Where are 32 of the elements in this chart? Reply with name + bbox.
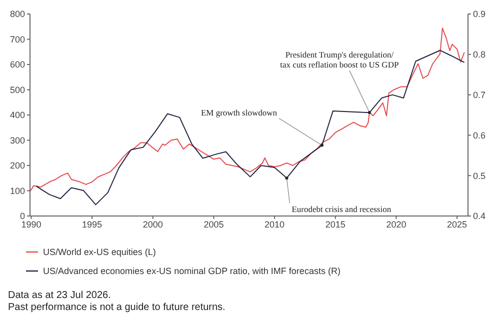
y2-tick-label: 0.8 — [473, 50, 486, 60]
x-tick-label: 2010 — [264, 219, 285, 230]
y-tick-label: 400 — [10, 110, 25, 120]
text: Data as at 23 Jul 2026. — [8, 290, 112, 302]
y-tick-label: 700 — [10, 34, 25, 44]
y2-tick-label: 0.6 — [473, 130, 486, 140]
y2-tick-label: 0.4 — [473, 211, 486, 222]
x-tick-label: 2025 — [447, 219, 468, 230]
x-tick-label: 1995 — [82, 219, 102, 230]
text: Past performance is not a guide to future returns. — [8, 302, 226, 314]
legend-label: US/World ex-US equities (L) — [43, 246, 156, 256]
annotation: EM growth slowdown — [200, 107, 278, 118]
annotation: Eurodebt crisis and recession — [292, 204, 392, 214]
x-tick-label: 1990 — [21, 219, 42, 230]
y-tick-label: 200 — [10, 160, 25, 171]
annotation: President Trump's deregulation/ tax cuts reflation boost to US GDP — [280, 49, 399, 70]
y2-tick-label: 0.5 — [473, 170, 486, 181]
y-tick-label: 300 — [10, 135, 25, 146]
line-series — [36, 50, 465, 206]
x-tick-label: 2015 — [325, 219, 346, 230]
x-tick-label: 2000 — [142, 219, 163, 230]
line-series — [30, 28, 465, 192]
y-tick-label: 0 — [20, 211, 25, 222]
y-tick-label: 500 — [10, 84, 25, 95]
y2-tick-label: 0.7 — [473, 90, 486, 100]
x-tick-label: 2005 — [204, 219, 224, 230]
y-tick-label: 100 — [10, 186, 25, 196]
y-tick-label: 600 — [10, 60, 25, 70]
y2-tick-label: 0.9 — [473, 9, 486, 20]
x-tick-label: 2020 — [386, 219, 406, 230]
y-tick-label: 800 — [10, 9, 25, 20]
legend-label: US/Advanced economies ex-US nominal GDP ratio, with IMF forecasts (R) — [43, 266, 340, 276]
